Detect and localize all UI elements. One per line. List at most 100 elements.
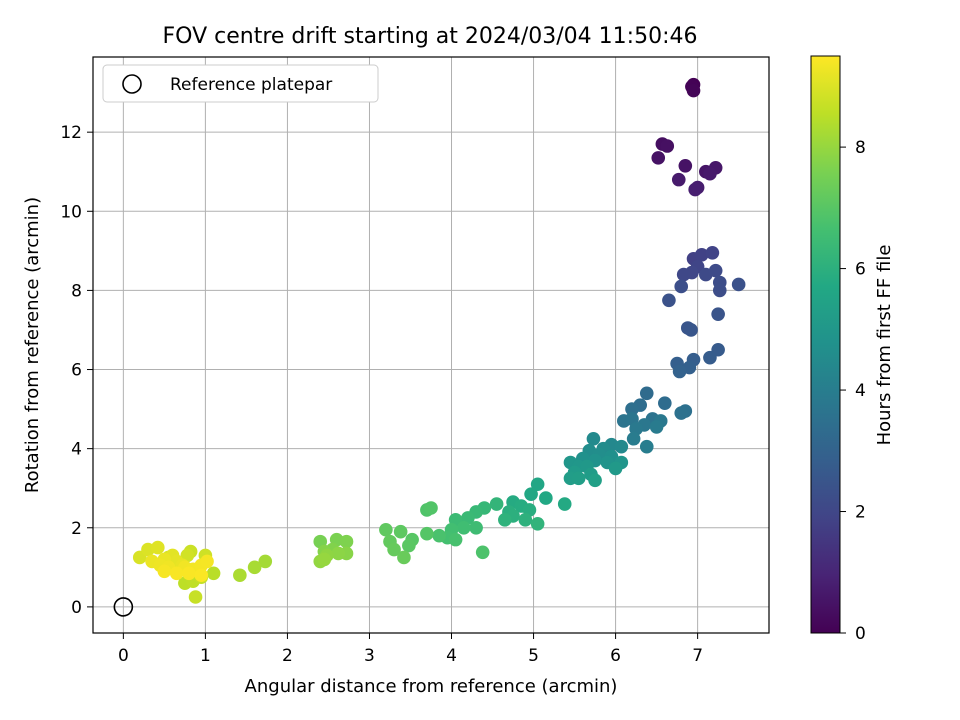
data-point [331, 546, 346, 561]
data-point [518, 513, 533, 527]
data-point [489, 497, 504, 511]
x-axis-ticks: 0 1 2 3 4 5 6 7 [118, 633, 703, 666]
data-point [206, 566, 221, 581]
data-point [200, 554, 214, 569]
data-point [432, 528, 447, 543]
data-point [424, 501, 438, 515]
data-point [711, 307, 725, 321]
data-point [188, 590, 203, 604]
data-point [705, 246, 720, 260]
data-point [671, 172, 686, 187]
data-point [157, 564, 172, 579]
y-tick-label: 2 [71, 519, 82, 539]
y-axis-ticks: 0 2 4 6 8 10 12 [60, 123, 93, 618]
data-point [530, 477, 545, 492]
data-point [457, 520, 471, 535]
data-point [662, 293, 676, 308]
x-tick-label: 6 [610, 646, 621, 666]
data-point [469, 520, 483, 535]
data-point [712, 283, 727, 298]
data-point [475, 545, 490, 560]
data-point [588, 473, 602, 488]
data-point [379, 522, 393, 537]
colorbar: 0 2 4 6 8 Hours from first FF file [810, 55, 895, 644]
data-point [194, 568, 209, 583]
data-point [649, 420, 664, 434]
data-point [393, 524, 408, 539]
colorbar-gradient [810, 55, 841, 634]
data-point [694, 248, 709, 262]
y-axis-label: Rotation from reference (arcmin) [22, 197, 43, 493]
data-point [233, 568, 247, 583]
data-point [674, 279, 689, 294]
y-tick-label: 0 [71, 598, 82, 618]
x-tick-label: 3 [364, 646, 375, 666]
data-point [420, 526, 434, 541]
x-tick-label: 2 [282, 646, 293, 666]
data-point [608, 461, 623, 476]
data-point [182, 566, 196, 581]
data-point [660, 139, 675, 153]
data-point [539, 491, 553, 505]
reference-point [113, 597, 134, 617]
y-tick-label: 10 [60, 202, 82, 222]
data-point [339, 534, 354, 549]
data-point [557, 497, 572, 511]
data-point [731, 277, 746, 292]
x-tick-label: 4 [446, 646, 457, 666]
legend: Reference platepar [102, 64, 379, 103]
chart-title: FOV centre drift starting at 2024/03/04 … [163, 24, 698, 49]
data-point [676, 267, 691, 282]
data-point [674, 406, 689, 420]
grid-lines [93, 57, 769, 633]
data-point [387, 542, 401, 557]
legend-reference-marker [122, 74, 142, 94]
data-point [614, 439, 629, 454]
colorbar-tick-label: 6 [855, 260, 866, 280]
data-point [524, 487, 538, 501]
data-point [626, 431, 641, 446]
x-tick-label: 7 [692, 646, 703, 666]
data-point [448, 532, 463, 547]
data-point [169, 566, 184, 581]
data-point [678, 158, 693, 173]
data-points [132, 77, 746, 604]
colorbar-ticks: 0 2 4 6 8 [840, 138, 866, 644]
data-point [530, 517, 545, 531]
x-tick-label: 5 [528, 646, 539, 666]
data-point [639, 439, 654, 454]
legend-box [102, 64, 379, 103]
data-point [658, 396, 672, 410]
data-point [639, 386, 654, 401]
data-point [672, 364, 687, 379]
y-tick-label: 6 [71, 361, 82, 381]
colorbar-tick-label: 4 [855, 381, 866, 401]
data-point [686, 83, 701, 98]
data-point [703, 350, 717, 365]
legend-entry-reference-platepar: Reference platepar [170, 75, 332, 95]
plot-frame [92, 56, 770, 634]
data-point [708, 263, 723, 278]
data-point [247, 560, 262, 575]
data-point [498, 513, 512, 527]
data-point [684, 323, 698, 337]
y-tick-label: 4 [71, 440, 82, 460]
colorbar-tick-label: 8 [855, 138, 866, 158]
data-point [688, 182, 702, 197]
data-point [586, 431, 601, 446]
colorbar-label: Hours from first FF file [874, 245, 895, 446]
data-point [317, 552, 332, 567]
colorbar-tick-label: 0 [855, 624, 866, 644]
data-point [625, 402, 639, 416]
y-tick-label: 12 [60, 123, 82, 143]
data-point [151, 540, 165, 555]
data-point [651, 151, 666, 165]
y-tick-label: 8 [71, 281, 82, 301]
x-tick-label: 1 [200, 646, 211, 666]
data-point [258, 554, 273, 569]
data-point [397, 550, 411, 565]
data-point [703, 166, 717, 181]
x-tick-label: 0 [118, 646, 129, 666]
data-point [402, 538, 416, 553]
